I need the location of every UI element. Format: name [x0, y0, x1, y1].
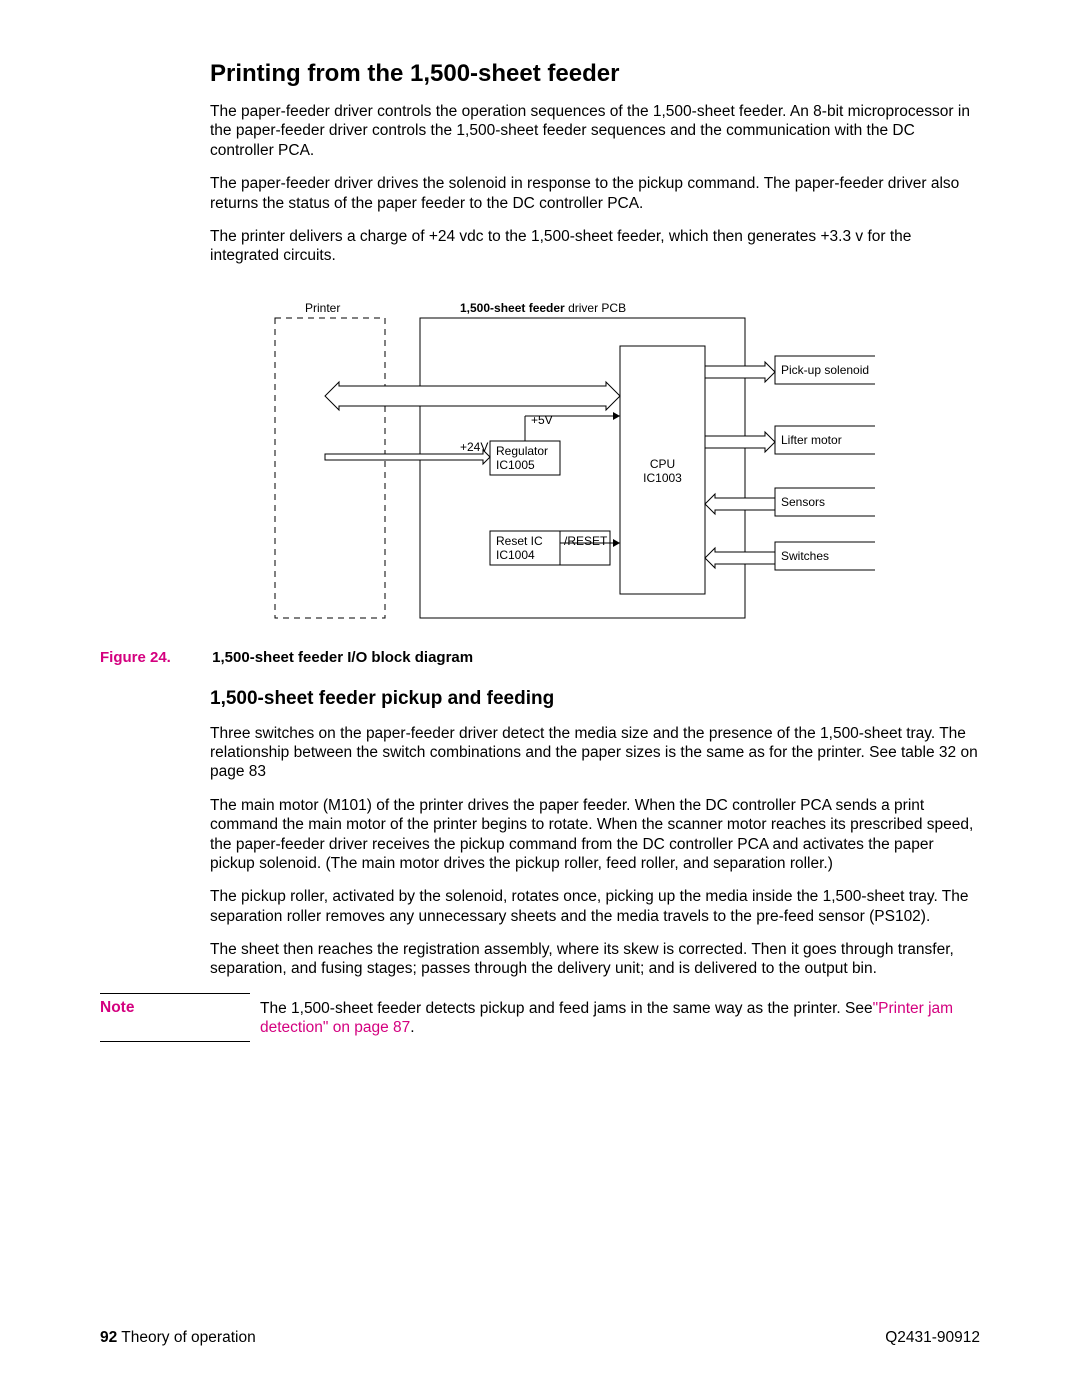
svg-text:Sensors: Sensors [781, 495, 825, 509]
svg-text:Reset IC: Reset IC [496, 534, 543, 548]
content-column: Printing from the 1,500-sheet feeder The… [210, 60, 980, 1038]
note-label: Note [100, 999, 134, 1017]
sub-heading: 1,500-sheet feeder pickup and feeding [100, 688, 980, 710]
diagram-svg: Printer 1,500-sheet feeder driver PCB Regu… [265, 296, 875, 626]
figure-caption-line: Figure 24. 1,500-sheet feeder I/O block … [100, 649, 980, 666]
paragraph: The paper-feeder driver drives the solen… [210, 174, 980, 213]
svg-text:CPU: CPU [650, 457, 675, 471]
note-block: Note The 1,500-sheet feeder detects pick… [100, 993, 980, 1038]
page: Printing from the 1,500-sheet feeder The… [0, 0, 1080, 1397]
svg-text:Lifter motor: Lifter motor [781, 433, 842, 447]
footer-left: 92 Theory of operation [100, 1329, 256, 1347]
svg-text:IC1004: IC1004 [496, 548, 535, 562]
paragraph: The main motor (M101) of the printer dri… [210, 796, 980, 874]
paragraph: The printer delivers a charge of +24 vdc… [210, 227, 980, 266]
svg-text:IC1005: IC1005 [496, 458, 535, 472]
paragraph: Three switches on the paper-feeder drive… [210, 724, 980, 782]
figure-label: Figure 24. [100, 649, 208, 666]
note-text: The 1,500-sheet feeder detects pickup an… [260, 1000, 873, 1017]
figure-caption: 1,500-sheet feeder I/O block diagram [212, 649, 473, 666]
doc-number: Q2431-90912 [885, 1329, 980, 1347]
page-heading: Printing from the 1,500-sheet feeder [210, 60, 980, 88]
paragraph: The paper-feeder driver controls the ope… [210, 102, 980, 160]
svg-text:Regulator: Regulator [496, 444, 548, 458]
note-text: . [410, 1019, 414, 1036]
svg-text:+24V: +24V [460, 440, 488, 454]
paragraph: The pickup roller, activated by the sole… [210, 887, 980, 926]
svg-text:+5V: +5V [531, 413, 553, 427]
svg-text:/RESET: /RESET [564, 534, 608, 548]
paragraph: The sheet then reaches the registration … [210, 940, 980, 979]
page-number: 92 [100, 1329, 117, 1346]
note-rule [100, 993, 250, 994]
chapter-name: Theory of operation [121, 1329, 255, 1346]
note-body: The 1,500-sheet feeder detects pickup an… [260, 999, 980, 1038]
svg-text:Pick-up solenoid: Pick-up solenoid [781, 363, 869, 377]
svg-text:1,500-sheet feeder driver PCB: 1,500-sheet feeder driver PCB [460, 301, 626, 315]
page-footer: 92 Theory of operation Q2431-90912 [100, 1329, 980, 1347]
svg-text:Switches: Switches [781, 549, 829, 563]
svg-text:Printer: Printer [305, 301, 340, 315]
svg-text:IC1003: IC1003 [643, 471, 682, 485]
note-rule [100, 1041, 250, 1042]
block-diagram: Printer 1,500-sheet feeder driver PCB Regu… [265, 296, 980, 631]
